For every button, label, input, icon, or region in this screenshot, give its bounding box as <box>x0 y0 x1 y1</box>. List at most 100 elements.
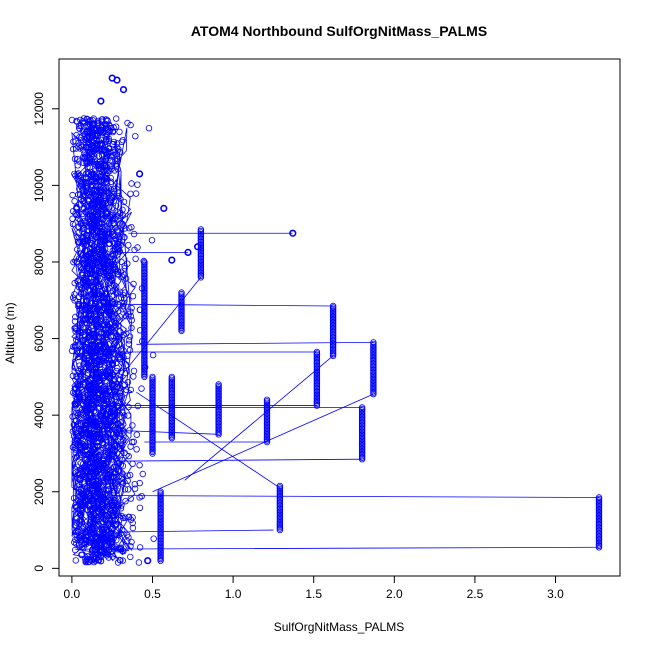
data-point <box>107 526 115 533</box>
data-point <box>117 241 125 249</box>
data-point <box>112 202 120 209</box>
data-point <box>113 289 120 297</box>
data-point <box>92 465 100 472</box>
data-point <box>76 395 84 402</box>
data-point <box>100 436 107 443</box>
data-point <box>105 487 112 494</box>
data-point <box>115 478 122 485</box>
data-layer <box>68 74 603 566</box>
data-point <box>136 504 144 511</box>
data-point <box>83 414 90 422</box>
data-point <box>88 169 95 176</box>
data-point <box>157 508 164 515</box>
data-point <box>86 429 94 437</box>
data-point <box>370 366 377 373</box>
data-point <box>105 301 113 308</box>
data-point <box>112 319 119 326</box>
data-point <box>90 433 97 440</box>
data-point <box>76 362 83 369</box>
data-point <box>92 200 99 207</box>
x-axis-label: SulfOrgNitMass_PALMS <box>274 620 404 634</box>
series-connector <box>120 529 274 533</box>
data-point <box>100 426 107 433</box>
data-point <box>141 306 148 313</box>
data-point <box>77 182 85 189</box>
data-point <box>114 365 121 372</box>
data-point <box>358 445 366 452</box>
data-point <box>91 534 99 541</box>
data-point <box>129 422 136 429</box>
data-point <box>86 347 93 355</box>
data-point <box>119 427 127 434</box>
data-point <box>101 321 109 328</box>
data-point <box>80 204 88 212</box>
data-point <box>71 197 78 205</box>
data-point <box>263 396 271 403</box>
data-point <box>109 287 116 295</box>
data-point <box>215 381 222 388</box>
data-point <box>83 174 90 181</box>
data-point <box>118 294 125 301</box>
data-point <box>87 206 95 214</box>
data-point <box>94 121 101 128</box>
data-point <box>119 211 126 219</box>
data-point <box>112 522 119 529</box>
data-point <box>97 309 105 316</box>
data-point <box>104 459 111 466</box>
data-point <box>370 381 377 389</box>
data-point <box>141 364 148 371</box>
data-point <box>128 438 136 446</box>
data-point <box>141 287 148 295</box>
data-point <box>122 498 129 505</box>
data-point <box>157 513 164 520</box>
data-point <box>72 336 80 343</box>
data-point <box>98 509 106 517</box>
data-point <box>86 431 94 438</box>
data-point <box>90 437 97 445</box>
data-point <box>79 278 87 286</box>
data-point <box>112 429 120 436</box>
data-point <box>98 253 106 260</box>
data-point <box>370 339 377 346</box>
data-point <box>69 145 77 153</box>
data-point <box>76 498 84 505</box>
data-point <box>197 249 205 256</box>
x-tick-label: 1.0 <box>225 587 242 601</box>
data-point <box>106 520 114 527</box>
data-point <box>71 400 79 408</box>
data-point <box>127 553 134 561</box>
data-point <box>168 398 175 405</box>
data-point <box>114 495 121 503</box>
data-point <box>94 428 101 435</box>
data-point <box>138 385 145 392</box>
data-point <box>74 238 82 246</box>
data-point <box>129 524 137 532</box>
data-point <box>86 526 94 533</box>
data-point <box>168 407 175 414</box>
data-point <box>125 513 133 520</box>
data-point <box>178 317 185 324</box>
data-point <box>118 502 125 509</box>
data-point <box>168 431 175 439</box>
data-point <box>109 345 117 352</box>
data-point <box>76 239 83 247</box>
data-point <box>358 453 366 460</box>
data-point <box>71 318 79 325</box>
data-point <box>97 283 105 290</box>
data-point <box>93 321 101 328</box>
data-point <box>76 481 83 489</box>
data-point <box>111 507 118 515</box>
data-point <box>73 246 81 253</box>
data-point <box>86 120 93 128</box>
data-point <box>141 297 148 304</box>
data-point <box>121 265 128 272</box>
data-point <box>115 467 122 474</box>
data-point <box>93 523 100 530</box>
data-point <box>101 269 108 276</box>
data-point <box>125 452 132 460</box>
data-point <box>149 351 157 359</box>
data-point <box>111 167 118 174</box>
data-point <box>329 345 337 352</box>
data-point <box>90 380 97 388</box>
data-point <box>91 546 99 553</box>
